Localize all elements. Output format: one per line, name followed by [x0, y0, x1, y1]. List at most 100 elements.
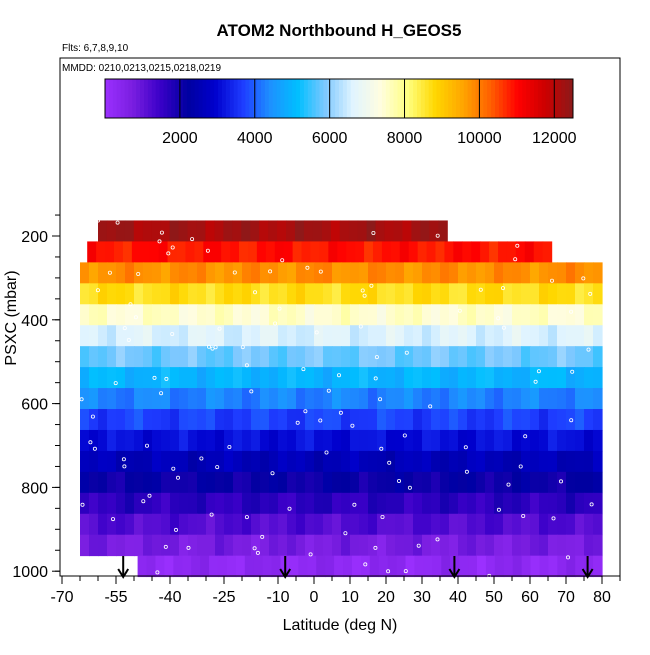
heatmap-cell [287, 325, 297, 347]
heatmap-cell [395, 429, 405, 452]
heatmap-cell [431, 492, 441, 515]
heatmap-cell [377, 325, 387, 347]
heatmap-cell [548, 388, 558, 410]
heatmap-cell [301, 241, 312, 263]
heatmap-cell [449, 409, 459, 431]
heatmap-cell [413, 534, 423, 557]
heatmap-cell [396, 555, 407, 578]
observation-marker [133, 315, 138, 320]
heatmap-cell [468, 555, 478, 578]
heatmap-cell [341, 283, 351, 305]
heatmap-cell [89, 429, 99, 452]
heatmap-cell [422, 346, 432, 368]
heatmap-cell [98, 220, 108, 242]
colorbar-cell [518, 79, 523, 118]
heatmap-cell [80, 283, 90, 305]
heatmap-cell [341, 304, 351, 326]
heatmap-cell [503, 283, 513, 305]
heatmap-cell [161, 471, 171, 494]
heatmap-cell [296, 388, 306, 410]
heatmap-cell [260, 471, 270, 494]
heatmap-cell [530, 346, 540, 368]
heatmap-cell [359, 367, 369, 389]
colorbar-cell [292, 79, 297, 118]
heatmap-cell [197, 513, 207, 536]
heatmap-cell [548, 492, 558, 515]
heatmap-cell [269, 534, 279, 557]
observation-marker [501, 325, 506, 330]
profile-arrow-head [448, 568, 461, 579]
heatmap-cell [206, 262, 216, 284]
colorbar-cell [378, 79, 383, 118]
heatmap-cell [143, 367, 153, 389]
heatmap-cell [485, 346, 495, 368]
heatmap-cell [341, 450, 351, 473]
heatmap-cell [80, 534, 90, 557]
observation-marker [533, 379, 538, 384]
heatmap-cell [98, 513, 108, 536]
heatmap-cell [548, 346, 558, 368]
observation-marker [358, 324, 363, 329]
colorbar-cell [483, 79, 488, 118]
heatmap-cell [268, 220, 278, 242]
colorbar-cell [467, 79, 472, 118]
heatmap-cell [323, 513, 333, 536]
heatmap-cell [593, 367, 603, 389]
heatmap-cell [440, 492, 450, 515]
heatmap-cell [377, 471, 387, 494]
heatmap-cell [557, 283, 567, 305]
colorbar-cell [436, 79, 441, 118]
heatmap-cell [377, 492, 387, 515]
heatmap-cell [314, 283, 324, 305]
heatmap-cell [411, 220, 421, 242]
heatmap-cell [359, 534, 369, 557]
heatmap-cell [359, 304, 369, 326]
heatmap-cell [332, 304, 342, 326]
colorbar-cell [245, 79, 250, 118]
heatmap-cell [332, 492, 342, 515]
heatmap-cell [125, 409, 135, 431]
heatmap-cell [521, 534, 531, 557]
heatmap-cell [161, 283, 171, 305]
heatmap-cell [368, 283, 378, 305]
observation-marker [111, 517, 116, 522]
heatmap-cell [146, 555, 157, 578]
y-tick-label: 200 [21, 229, 48, 246]
heatmap-cell [369, 555, 380, 578]
heatmap-cell [269, 429, 279, 452]
heatmap-cell [303, 220, 314, 242]
heatmap-cell [221, 241, 231, 263]
heatmap-cell [467, 388, 477, 410]
heatmap-cell [390, 241, 401, 263]
observation-marker [171, 466, 176, 471]
colorbar-cell [479, 79, 484, 118]
heatmap-cell [197, 429, 207, 452]
heatmap-cell [214, 220, 224, 242]
heatmap-cell [233, 471, 243, 494]
heatmap-cell [305, 429, 315, 452]
heatmap-cell [321, 220, 332, 242]
heatmap-cell [408, 241, 419, 263]
heatmap-cell [242, 513, 252, 536]
heatmap-cell [224, 283, 234, 305]
observation-marker [126, 337, 131, 342]
heatmap-cell [350, 346, 360, 368]
heatmap-cell [377, 450, 387, 473]
heatmap-cell [116, 388, 126, 410]
heatmap-cell [307, 555, 317, 578]
heatmap-cell [341, 429, 351, 452]
observation-marker [152, 375, 157, 380]
heatmap-cell [375, 220, 386, 242]
heatmap-cell [530, 534, 540, 557]
colorbar-cell [194, 79, 199, 118]
heatmap-cell [584, 409, 594, 431]
observation-marker [428, 404, 433, 409]
heatmap-cell [305, 262, 315, 284]
observation-marker [550, 278, 555, 283]
colorbar-cell [561, 79, 566, 118]
heatmap-cell [89, 262, 99, 284]
heatmap-cell [122, 241, 133, 263]
heatmap-cell [287, 367, 297, 389]
heatmap-cell [305, 304, 315, 326]
heatmap-cell [566, 429, 576, 452]
